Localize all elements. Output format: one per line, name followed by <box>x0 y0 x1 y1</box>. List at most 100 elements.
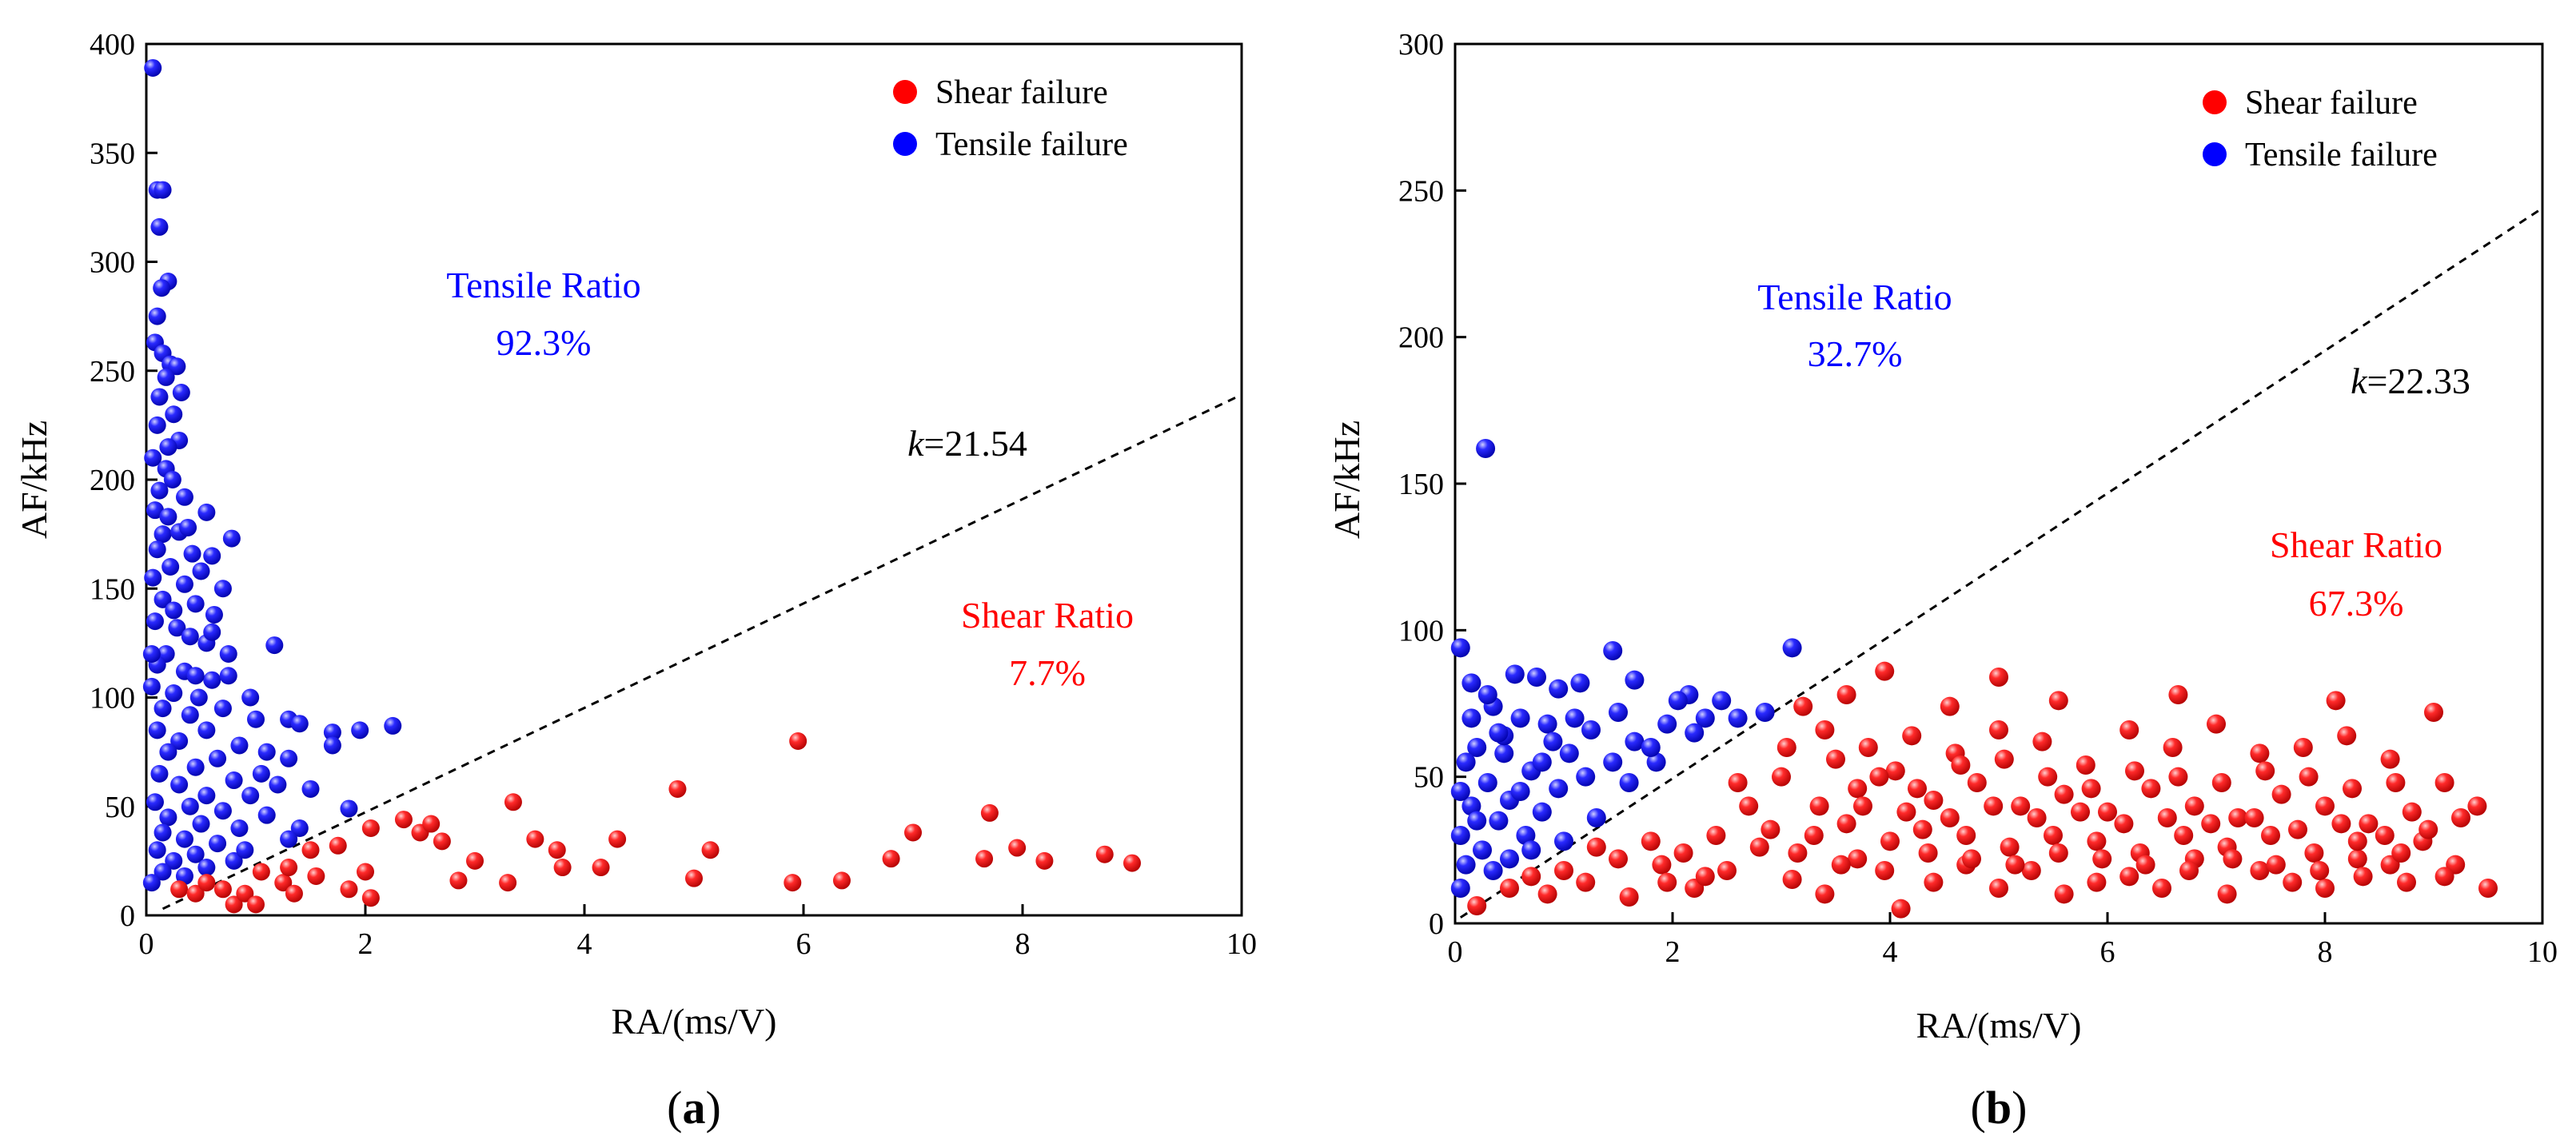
point-tensile-failure-b-39 <box>1516 826 1536 845</box>
point-tensile-failure-a-97 <box>197 859 216 877</box>
point-tensile-failure-a-89 <box>154 823 172 842</box>
point-shear-failure-b-46 <box>2076 755 2095 775</box>
point-shear-failure-a-12 <box>307 867 325 885</box>
point-tensile-failure-a-59 <box>384 716 402 735</box>
point-tensile-failure-b-56 <box>1641 738 1661 757</box>
point-shear-failure-b-25 <box>2315 879 2335 898</box>
point-shear-failure-b-78 <box>1956 826 1976 845</box>
point-tensile-failure-a-20 <box>150 481 169 500</box>
point-tensile-failure-b-22 <box>1625 731 1645 751</box>
point-tensile-failure-b-43 <box>1500 849 1519 869</box>
point-shear-failure-b-75 <box>1836 814 1856 834</box>
point-tensile-failure-b-36 <box>1532 802 1552 822</box>
point-shear-failure-b-47 <box>2119 720 2139 739</box>
point-shear-failure-b-44 <box>1989 720 2008 739</box>
point-shear-failure-b-130 <box>1657 872 1677 892</box>
point-tensile-failure-b-54 <box>1461 708 1481 728</box>
point-shear-failure-b-48 <box>2163 738 2183 757</box>
point-tensile-failure-a-100 <box>142 874 161 892</box>
x-tick-label-b-3: 6 <box>2100 935 2115 969</box>
point-shear-failure-b-34 <box>1989 668 2008 687</box>
point-shear-failure-a-21 <box>433 832 451 851</box>
point-shear-failure-b-101 <box>1951 755 1971 775</box>
point-tensile-failure-b-5 <box>1505 664 1525 684</box>
point-shear-failure-b-102 <box>1994 749 2014 769</box>
point-shear-failure-b-61 <box>1967 773 1987 792</box>
panel-letter-b: b <box>1986 1082 2012 1134</box>
point-shear-failure-b-127 <box>2397 872 2416 892</box>
point-tensile-failure-b-58 <box>1450 782 1470 801</box>
point-tensile-failure-b-59 <box>1489 723 1509 743</box>
point-shear-failure-b-104 <box>2081 779 2101 799</box>
y-tick-label-b-5: 250 <box>1398 174 1444 208</box>
point-shear-failure-a-26 <box>526 830 544 848</box>
point-shear-failure-b-67 <box>2228 808 2248 827</box>
point-tensile-failure-b-7 <box>1570 673 1590 693</box>
point-tensile-failure-a-74 <box>225 771 243 790</box>
point-tensile-failure-b-20 <box>1537 714 1557 734</box>
point-shear-failure-b-86 <box>2304 843 2324 863</box>
point-shear-failure-b-95 <box>1521 867 1541 887</box>
point-tensile-failure-a-11 <box>157 368 175 386</box>
y-tick-label-b-2: 100 <box>1398 614 1444 648</box>
point-shear-failure-b-85 <box>2261 826 2280 845</box>
point-shear-failure-b-49 <box>2207 714 2226 734</box>
point-tensile-failure-a-6 <box>148 307 166 325</box>
point-shear-failure-b-98 <box>1826 749 1845 769</box>
point-tensile-failure-b-11 <box>1668 691 1688 711</box>
point-shear-failure-a-6 <box>247 895 265 914</box>
panel-label-b: (b) <box>1971 1082 2028 1134</box>
point-shear-failure-b-32 <box>1836 685 1856 704</box>
point-tensile-failure-a-49 <box>142 677 161 696</box>
point-shear-failure-a-43 <box>1095 845 1114 863</box>
point-shear-failure-a-14 <box>340 880 358 899</box>
point-tensile-failure-b-30 <box>1576 767 1596 787</box>
point-shear-failure-b-63 <box>2054 784 2074 804</box>
point-shear-failure-a-37 <box>882 850 900 868</box>
point-tensile-failure-b-38 <box>1489 811 1509 831</box>
point-tensile-failure-b-25 <box>1559 743 1579 763</box>
point-tensile-failure-b-57 <box>1532 752 1552 772</box>
point-shear-failure-b-18 <box>2087 872 2107 892</box>
point-tensile-failure-a-17 <box>144 448 162 467</box>
point-tensile-failure-a-50 <box>165 684 183 703</box>
point-shear-failure-b-109 <box>2299 767 2319 787</box>
point-shear-failure-b-66 <box>2184 796 2204 816</box>
point-tensile-failure-a-70 <box>280 749 298 767</box>
point-tensile-failure-a-32 <box>192 562 210 580</box>
point-shear-failure-b-7 <box>1717 861 1737 880</box>
y-tick-label-b-3: 150 <box>1398 468 1444 501</box>
point-tensile-failure-a-28 <box>148 540 166 559</box>
point-shear-failure-a-18 <box>394 811 413 829</box>
point-shear-failure-b-20 <box>2152 879 2171 898</box>
point-shear-failure-b-16 <box>2021 861 2041 880</box>
point-tensile-failure-a-45 <box>219 645 237 663</box>
point-tensile-failure-a-13 <box>172 384 190 401</box>
point-tensile-failure-a-63 <box>197 721 216 739</box>
point-shear-failure-b-131 <box>1853 796 1872 816</box>
point-shear-failure-b-125 <box>2310 861 2330 880</box>
point-shear-failure-b-64 <box>2098 802 2117 822</box>
point-shear-failure-b-68 <box>2271 784 2291 804</box>
point-shear-failure-b-112 <box>2451 808 2470 827</box>
point-tensile-failure-a-72 <box>252 764 270 783</box>
point-shear-failure-b-90 <box>1673 843 1693 863</box>
point-shear-failure-b-99 <box>1869 767 1889 787</box>
point-shear-failure-b-117 <box>1962 849 1981 869</box>
point-tensile-failure-a-36 <box>154 590 172 608</box>
x-tick-label-a-3: 6 <box>796 927 811 961</box>
point-tensile-failure-b-4 <box>1461 673 1481 693</box>
point-shear-failure-a-13 <box>329 836 347 855</box>
point-shear-failure-a-1 <box>186 884 205 903</box>
point-shear-failure-b-81 <box>2087 831 2107 851</box>
slope-value-a: =21.54 <box>923 423 1027 464</box>
point-tensile-failure-b-35 <box>1461 796 1481 816</box>
point-shear-failure-b-122 <box>2179 861 2199 880</box>
point-tensile-failure-b-13 <box>1728 708 1748 728</box>
point-tensile-failure-b-48 <box>1467 811 1487 831</box>
point-tensile-failure-b-53 <box>1510 782 1530 801</box>
panel-letter-a: a <box>683 1082 706 1134</box>
x-tick-label-a-0: 0 <box>139 927 154 961</box>
